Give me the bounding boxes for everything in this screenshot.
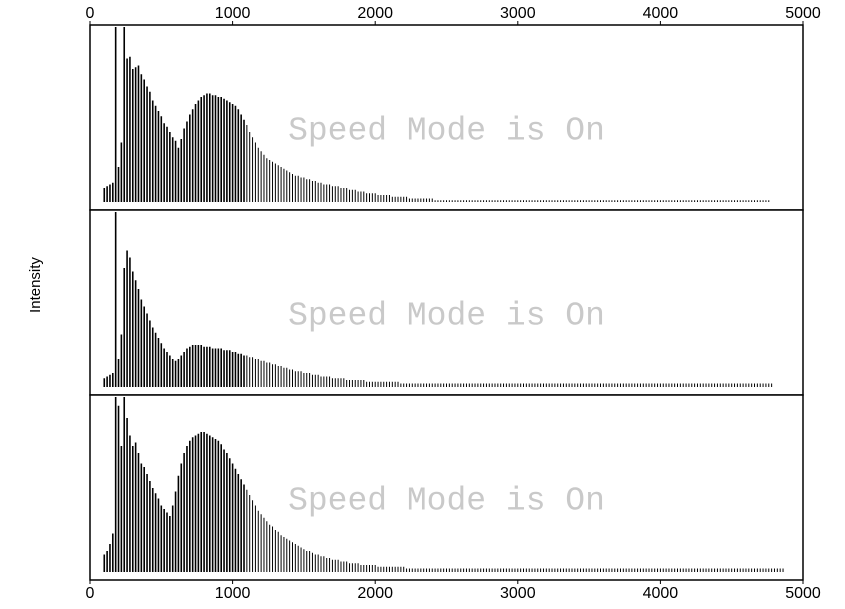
panels-layer: Speed Mode is On Speed Mode is On Speed Mo…: [89, 24, 804, 581]
x-tick-label-bottom: 0: [86, 585, 95, 602]
panel-background: [90, 395, 803, 580]
x-tick-label-top: 1000: [215, 5, 251, 22]
x-tick-label-bottom: 2000: [357, 585, 393, 602]
x-tick-label-bottom: 4000: [643, 585, 679, 602]
panel-3: Speed Mode is On: [89, 394, 804, 581]
x-tick-label-top: 0: [86, 5, 95, 22]
panel-background: [90, 210, 803, 395]
x-tick-label-top: 2000: [357, 5, 393, 22]
speed-mode-watermark: Speed Mode is On: [288, 483, 605, 520]
y-axis-label: Intensity: [27, 257, 44, 313]
speed-mode-watermark: Speed Mode is On: [288, 113, 605, 150]
panel-background: [90, 25, 803, 210]
x-tick-label-bottom: 3000: [500, 585, 536, 602]
panel-2: Speed Mode is On: [89, 209, 804, 396]
x-tick-label-bottom: 1000: [215, 585, 251, 602]
x-tick-label-top: 3000: [500, 5, 536, 22]
speed-mode-watermark: Speed Mode is On: [288, 298, 605, 335]
x-tick-label-top: 4000: [643, 5, 679, 22]
x-tick-label-top: 5000: [785, 5, 821, 22]
x-tick-label-bottom: 5000: [785, 585, 821, 602]
panel-1: Speed Mode is On: [89, 24, 804, 211]
tick-layer: 0 0 1000 1000 2000 2000 3000 3000 4000 4000 5000 50…: [86, 5, 821, 602]
panel-frame: [89, 394, 804, 581]
